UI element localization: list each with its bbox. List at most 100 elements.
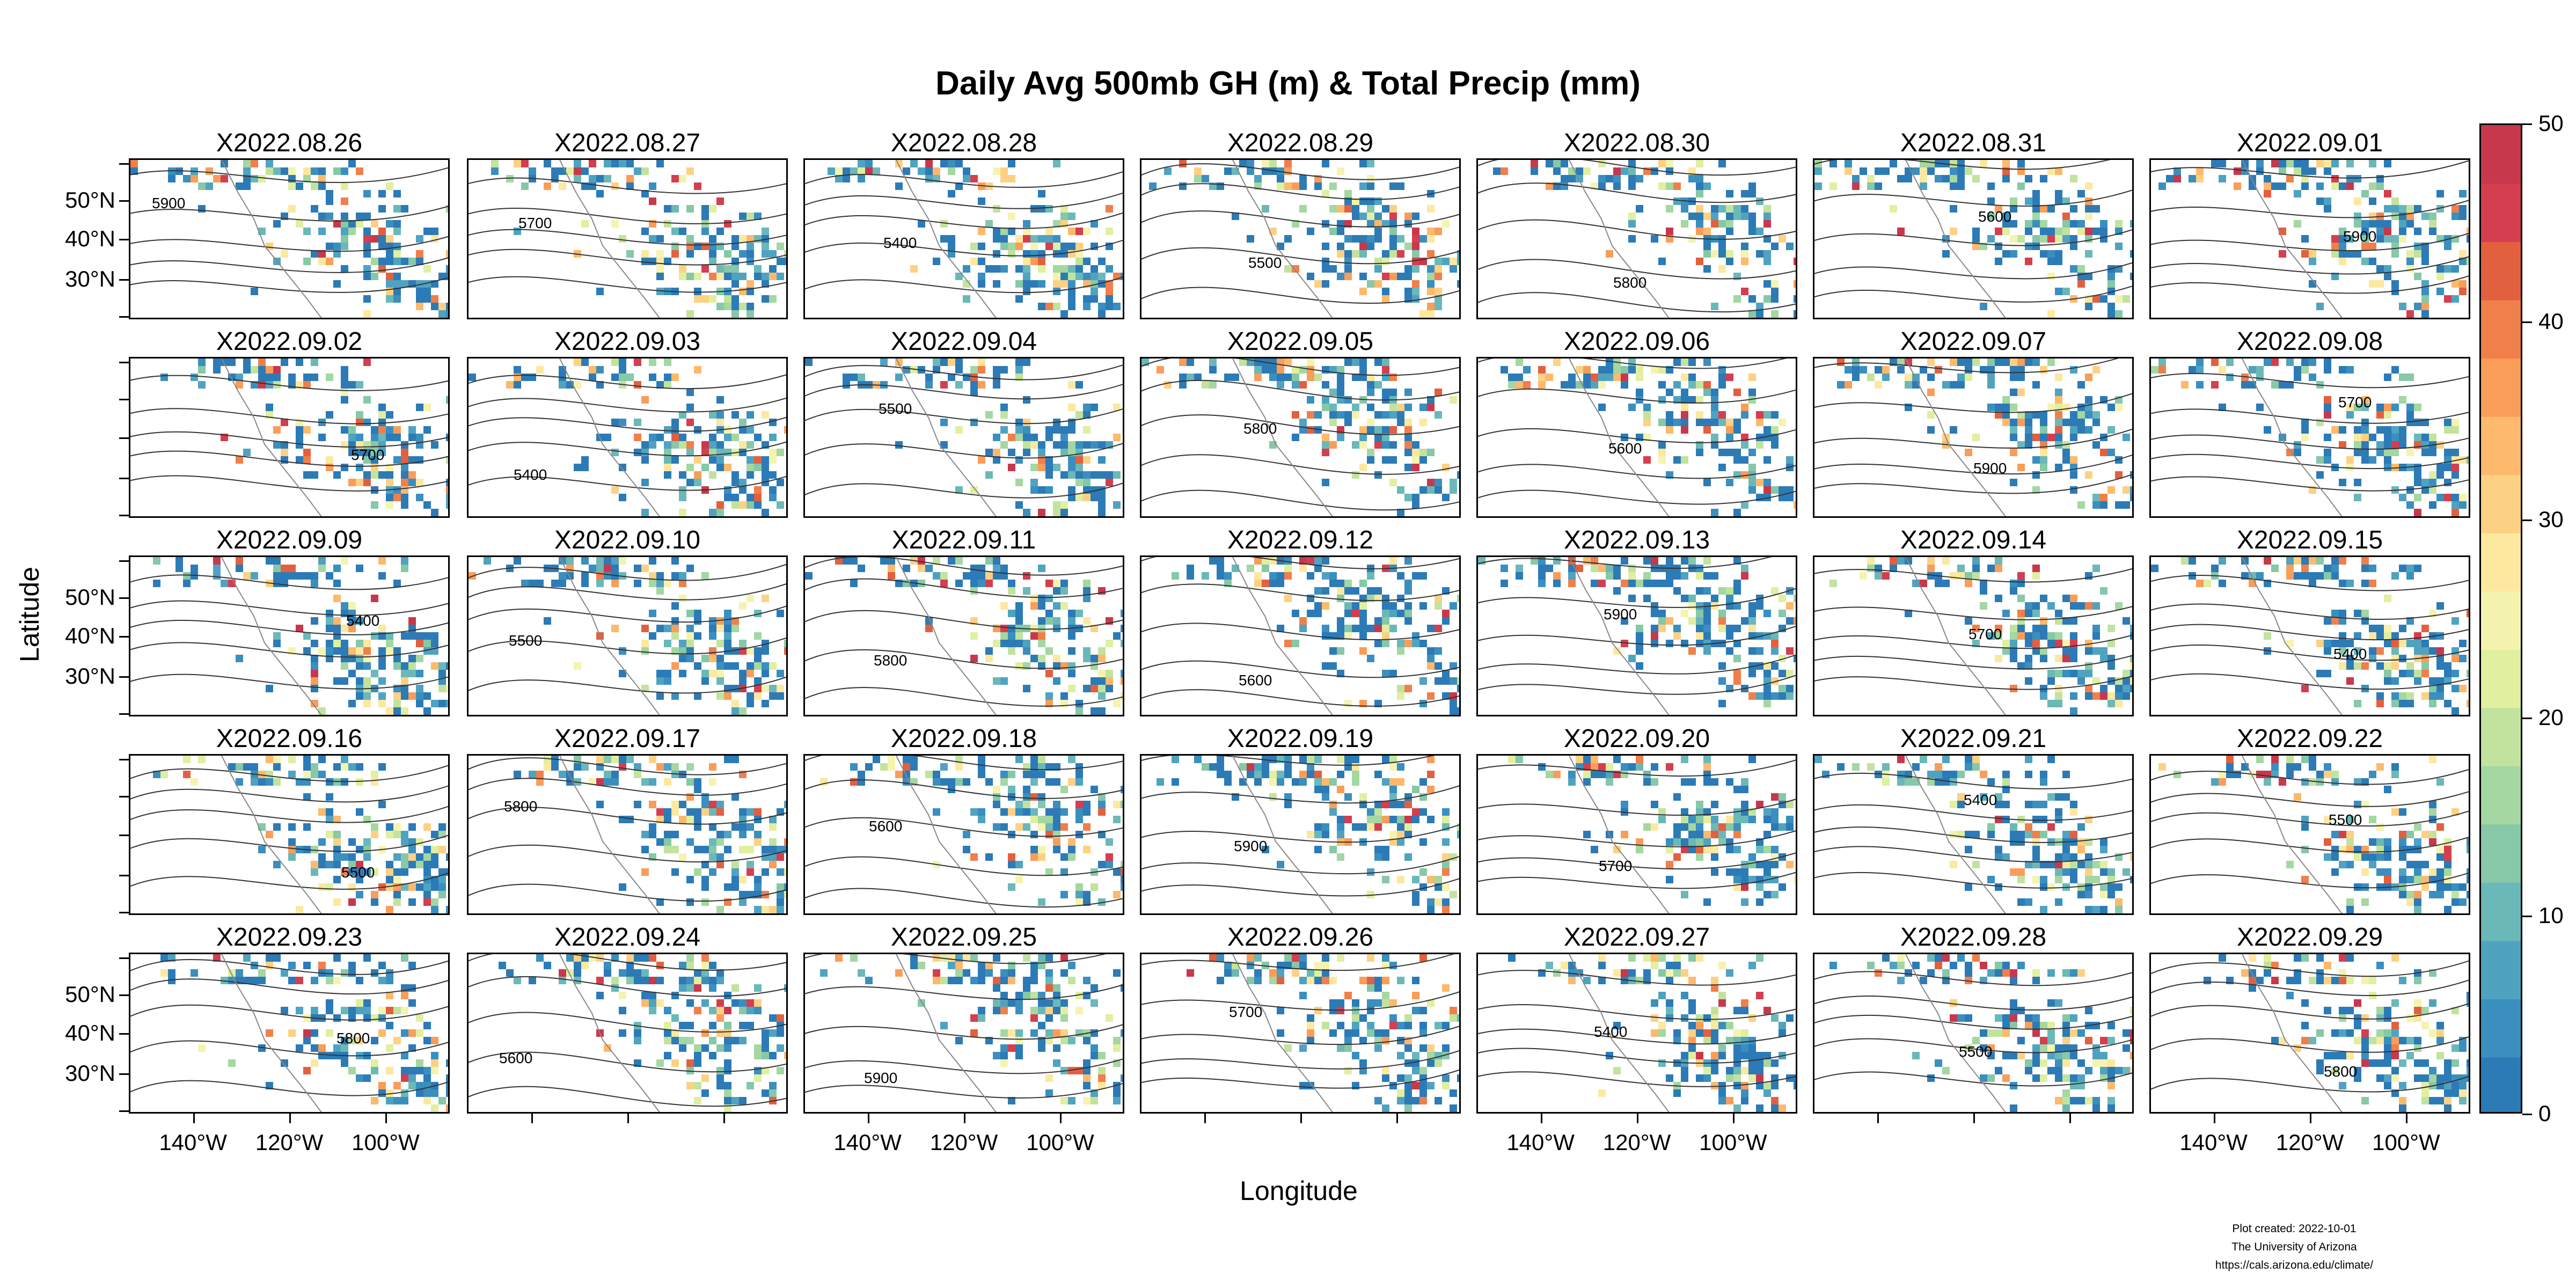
precip-cell xyxy=(536,771,544,778)
precip-cell xyxy=(2070,808,2077,816)
precip-cell xyxy=(393,898,401,906)
precip-cell xyxy=(2123,692,2130,700)
precip-cell xyxy=(649,434,656,441)
precip-cell xyxy=(762,235,769,243)
precip-cell xyxy=(762,685,769,692)
precip-cell xyxy=(769,265,777,273)
precip-cell xyxy=(2467,891,2469,898)
precip-cell xyxy=(1374,220,1382,228)
precip-cell xyxy=(1442,617,1450,625)
precip-cell xyxy=(431,303,438,310)
precip-cell xyxy=(1927,374,1935,381)
precip-cell xyxy=(1950,426,1957,434)
precip-cell xyxy=(311,662,318,670)
geopotential-contour xyxy=(130,450,448,467)
precip-cell xyxy=(2369,434,2376,441)
precip-cell xyxy=(1314,602,1322,610)
precip-cell xyxy=(933,572,940,580)
precip-cell xyxy=(784,647,786,655)
precip-cell xyxy=(1628,565,1636,572)
precip-cell xyxy=(701,205,709,213)
precip-cell xyxy=(754,456,762,464)
precip-cell xyxy=(371,501,378,509)
precip-cell xyxy=(1404,494,1412,501)
precip-cell xyxy=(2429,501,2436,509)
precip-cell xyxy=(1419,486,1427,494)
precip-cell xyxy=(2010,625,2017,632)
precip-cell xyxy=(656,808,664,816)
precip-cell xyxy=(1404,404,1412,411)
precip-cell xyxy=(2459,190,2467,197)
precip-cell xyxy=(2002,396,2010,404)
precip-cell xyxy=(1658,366,1666,374)
precip-cell xyxy=(341,662,348,670)
precip-cell xyxy=(1995,655,2002,662)
geopotential-contour xyxy=(1141,183,1459,200)
precip-cell xyxy=(333,471,341,479)
precip-cell xyxy=(724,273,731,280)
precip-cell xyxy=(1965,846,1972,853)
precip-cell xyxy=(701,861,709,868)
precip-cell xyxy=(1038,816,1045,823)
precip-cell xyxy=(1711,509,1718,516)
precip-cell xyxy=(1359,823,1367,831)
precip-cell xyxy=(2369,197,2376,205)
precip-cell xyxy=(1060,692,1068,700)
precip-cell xyxy=(318,771,326,778)
contour-label: 5600 xyxy=(1608,440,1642,457)
precip-cell xyxy=(686,793,694,801)
precip-cell xyxy=(1658,381,1666,389)
precip-cell xyxy=(1322,366,1329,374)
precip-cell xyxy=(1359,366,1367,374)
precip-cell xyxy=(378,692,386,700)
precip-cell xyxy=(551,167,559,175)
precip-cell xyxy=(446,700,448,707)
precip-cell xyxy=(371,823,378,831)
precip-cell xyxy=(1023,685,1030,692)
precip-cell xyxy=(589,175,596,182)
precip-cell xyxy=(236,381,243,389)
precip-cell xyxy=(1852,763,1860,771)
precip-cell xyxy=(2376,763,2384,771)
precip-cell xyxy=(2032,471,2040,479)
precip-cell xyxy=(1942,557,1950,565)
precip-cell xyxy=(2406,265,2414,273)
precip-cell xyxy=(1322,449,1329,456)
precip-cell xyxy=(1733,389,1741,396)
precip-cell xyxy=(963,265,970,273)
precip-cell xyxy=(266,954,273,962)
precip-cell xyxy=(955,381,963,389)
precip-cell xyxy=(1643,419,1651,426)
precip-cell xyxy=(1457,280,1459,288)
precip-cell xyxy=(1965,449,1972,456)
precip-cell xyxy=(1352,823,1359,831)
precip-cell xyxy=(1075,441,1083,449)
precip-cell xyxy=(970,381,978,389)
precip-cell xyxy=(311,700,318,707)
precip-cell xyxy=(1344,358,1352,366)
precip-cell xyxy=(1696,801,1703,808)
precip-cell xyxy=(2414,404,2421,411)
precip-cell xyxy=(656,587,664,595)
precip-cell xyxy=(251,763,258,771)
precip-cell xyxy=(2399,808,2406,816)
precip-cell xyxy=(438,700,446,707)
precip-cell xyxy=(1726,250,1733,258)
precip-cell xyxy=(2107,288,2115,295)
precip-cell xyxy=(393,486,401,494)
geopotential-contour xyxy=(805,649,1123,669)
precip-cell xyxy=(1030,793,1038,801)
precip-cell xyxy=(910,763,918,771)
precip-cell xyxy=(2264,632,2271,640)
precip-cell xyxy=(2376,853,2384,861)
precip-cell xyxy=(371,258,378,265)
precip-cell xyxy=(1389,426,1397,434)
precip-cell xyxy=(955,366,963,374)
precip-cell xyxy=(1060,273,1068,280)
precip-cell xyxy=(2451,280,2459,288)
precip-cell xyxy=(701,464,709,471)
precip-cell xyxy=(747,213,754,220)
precip-cell xyxy=(2077,823,2085,831)
precip-cell xyxy=(2107,280,2115,288)
precip-cell xyxy=(1091,655,1098,662)
